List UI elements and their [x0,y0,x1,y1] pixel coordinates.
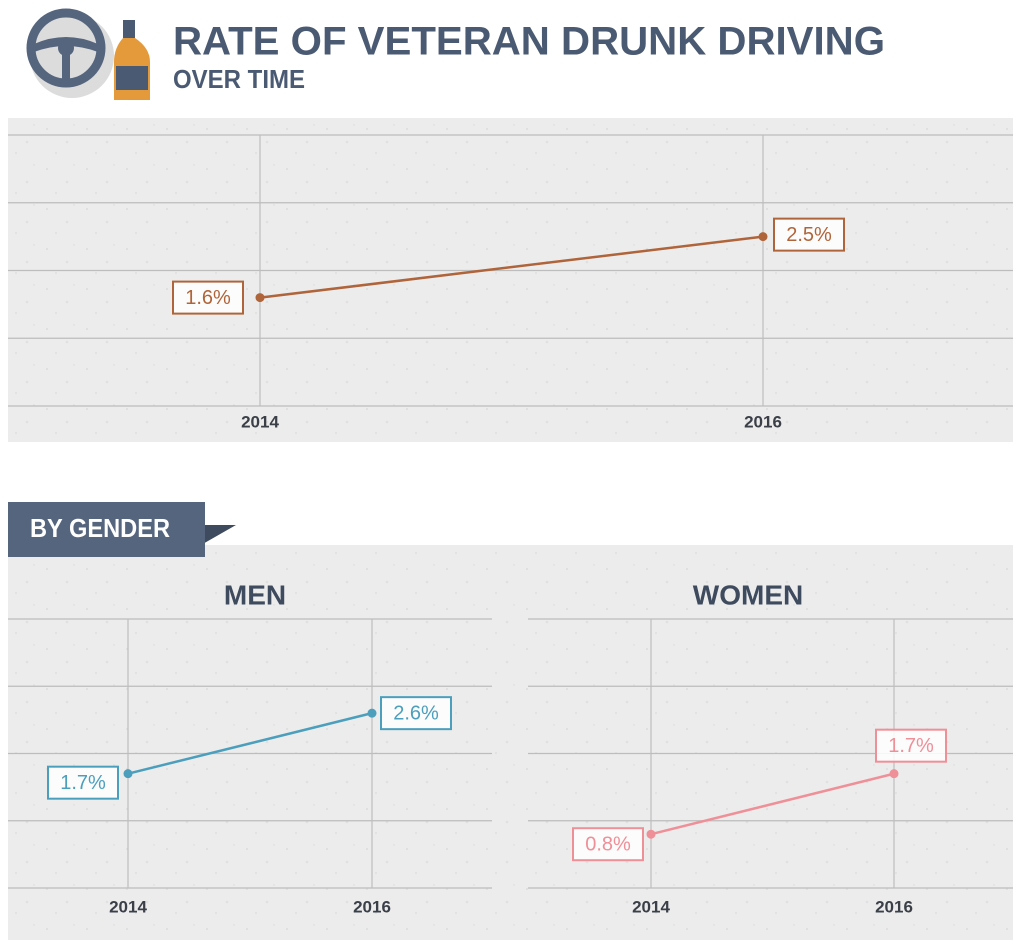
data-label: 2.6% [393,702,439,724]
label-box [380,696,452,731]
x-tick-label: 2016 [875,897,913,916]
data-label: 1.7% [888,735,934,757]
x-tick-label: 2014 [241,412,279,431]
label-box [875,728,947,763]
panel [8,545,1013,940]
label-box [172,280,244,315]
label-box [47,765,119,800]
line [650,772,895,836]
label-box [572,827,644,862]
line [127,711,373,775]
point [123,769,133,779]
subtitle: OVER TIME [173,64,305,94]
line [259,235,764,299]
panel [8,118,1013,442]
x-tick-label: 2014 [109,897,147,916]
data-label: 2.5% [786,224,832,246]
point [367,708,377,718]
section-label: BY GENDER [30,513,170,543]
section-banner: BY GENDER [8,502,236,557]
data-label: 1.6% [185,287,231,309]
point [646,829,656,839]
data-label: 1.7% [60,772,106,794]
data-label: 0.8% [585,833,631,855]
x-tick-label: 2014 [632,897,670,916]
chart-title: MEN [224,579,286,610]
label-box [773,217,845,252]
point [889,769,899,779]
icon [26,8,150,100]
point [758,232,768,242]
x-tick-label: 2016 [353,897,391,916]
point [255,293,265,303]
x-tick-label: 2016 [744,412,782,431]
title: RATE OF VETERAN DRUNK DRIVING [173,20,885,64]
chart-title: WOMEN [693,579,803,610]
